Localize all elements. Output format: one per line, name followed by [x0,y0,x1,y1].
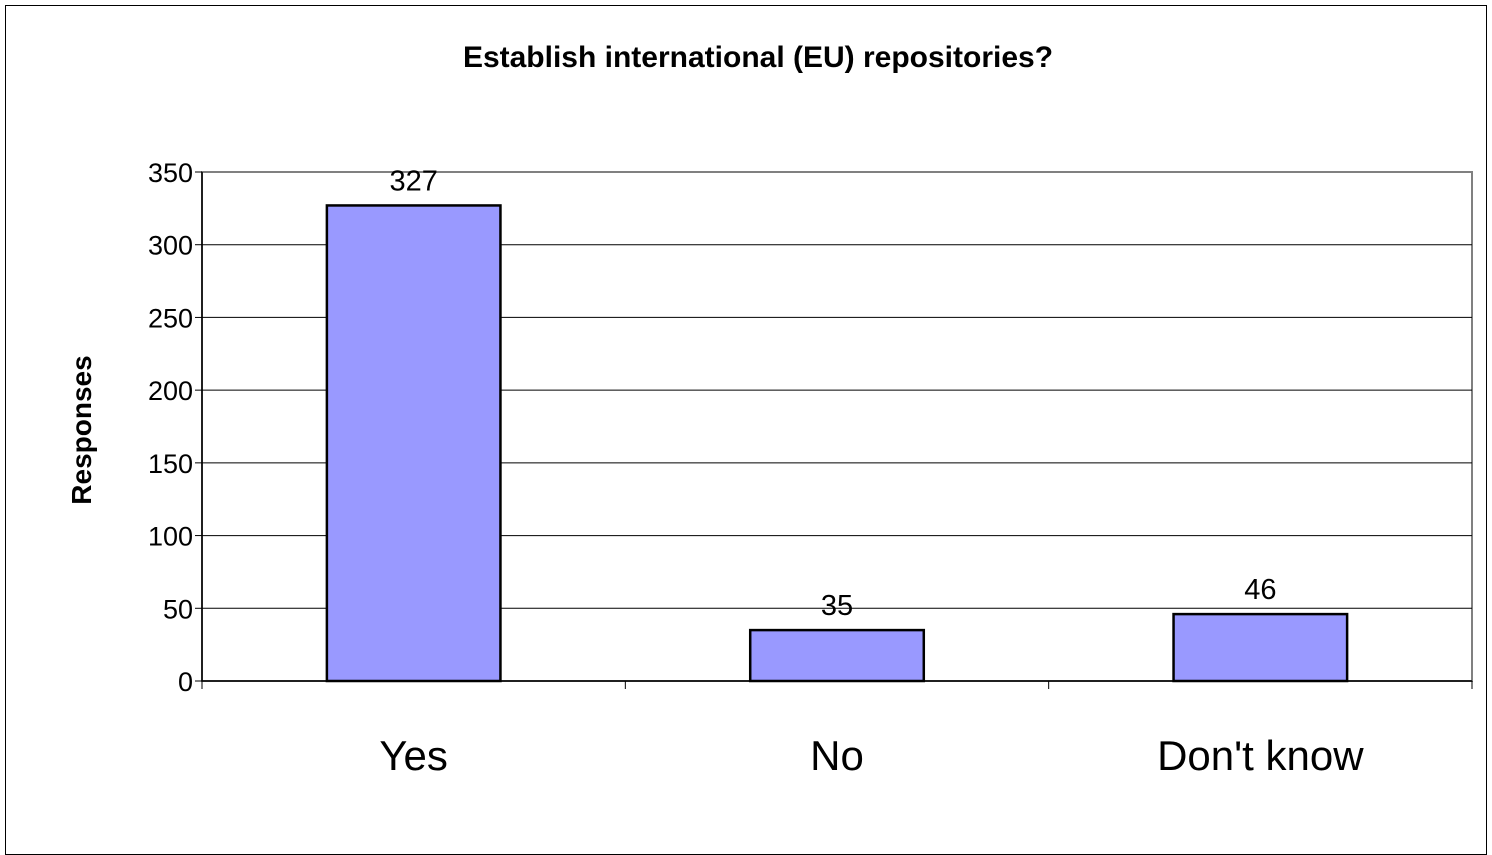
chart-title: Establish international (EU) repositorie… [463,41,1053,74]
bar [748,628,926,683]
x-tick-label: Don't know [1157,732,1364,779]
bar-chart: Establish international (EU) repositorie… [66,41,1473,779]
y-tick-label: 250 [148,303,193,333]
y-tick-label: 350 [148,158,193,188]
y-tick-label: 150 [148,449,193,479]
data-label: 35 [821,590,853,622]
data-label: 327 [389,165,437,197]
bar [1172,612,1349,683]
y-tick-label: 200 [148,376,193,406]
bar [325,204,502,683]
data-label: 46 [1244,574,1276,606]
plot-area: 0 50 100 150 200 250 300 350 327 Yes 35 No 46 Don't k… [148,158,1473,779]
y-tick-label: 50 [163,594,193,624]
x-tick-label: Yes [379,732,448,779]
y-axis-label: Responses [66,355,97,504]
y-tick-label: 300 [148,231,193,261]
y-tick-label: 100 [148,522,193,552]
x-tick-label: No [810,732,864,779]
y-tick-label: 0 [178,667,193,697]
